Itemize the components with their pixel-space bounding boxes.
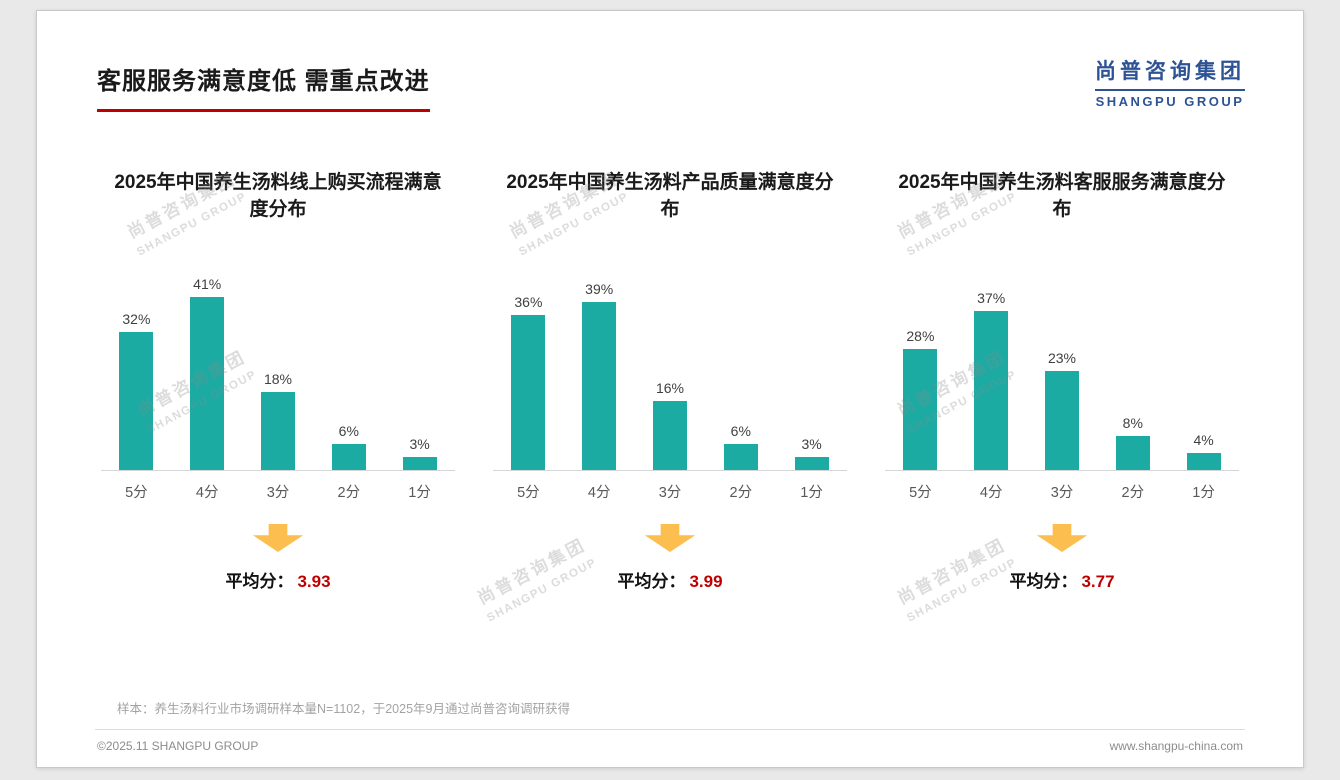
bar-column: 18% (243, 276, 314, 470)
slide: 尚普咨询集团 SHANGPU GROUP 尚普咨询集团 SHANGPU GROUP … (36, 10, 1304, 768)
down-arrow-icon (1036, 524, 1088, 552)
bar-value-label: 18% (263, 371, 292, 388)
arrow-wrap (487, 524, 853, 557)
bar-plot: 36% 39% 16% 6% 3% 5分 4分 3分 2分 1分 (487, 276, 853, 502)
chart-title: 2025年中国养生汤料客服服务满意度分布 (898, 172, 1226, 220)
bar (1044, 370, 1079, 470)
bar (1186, 452, 1221, 470)
average-score: 平均分： 3.99 (487, 567, 853, 592)
bar-column: 6% (313, 276, 384, 470)
bar (723, 444, 758, 470)
chart-product-quality-satisfaction: 2025年中国养生汤料产品质量满意度分布 36% 39% 16% 6% 3% 5分 4分 3分… (487, 170, 853, 592)
down-arrow-icon (644, 524, 696, 552)
category-label: 1分 (408, 485, 431, 501)
bar-value-label: 8% (1122, 414, 1143, 431)
chart-online-purchase-satisfaction: 2025年中国养生汤料线上购买流程满意度分布 32% 41% 18% 6% 3% 5分 4分… (95, 170, 461, 592)
bar-column: 32% (101, 276, 172, 470)
website-text: www.shangpu-china.com (1109, 739, 1243, 753)
charts-row: 2025年中国养生汤料线上购买流程满意度分布 32% 41% 18% 6% 3% 5分 4分… (95, 170, 1245, 592)
arrow-wrap (879, 524, 1245, 557)
category-label: 2分 (337, 485, 361, 501)
average-score: 平均分： 3.77 (879, 567, 1245, 592)
bar-column: 16% (635, 276, 706, 470)
bar-column: 36% (493, 276, 564, 470)
bar-value-label: 37% (977, 289, 1006, 306)
footer: 样本：养生汤料行业市场调研样本量N=1102，于2025年9月通过尚普咨询调研获… (95, 698, 1245, 753)
bar-column: 37% (956, 276, 1027, 470)
category-label: 4分 (195, 485, 219, 501)
footer-row: ©2025.11 SHANGPU GROUP www.shangpu-china… (95, 730, 1245, 753)
bar-column: 3% (776, 276, 847, 470)
bar-value-label: 28% (906, 328, 935, 345)
bar-column: 4% (1168, 276, 1239, 470)
bar (119, 332, 154, 470)
category-label: 1分 (800, 485, 823, 501)
chart-title: 2025年中国养生汤料线上购买流程满意度分布 (114, 172, 442, 220)
average-label: 平均分： (1009, 572, 1078, 591)
bar-column: 39% (564, 276, 635, 470)
bar-column: 41% (172, 276, 243, 470)
average-value: 3.77 (1081, 572, 1115, 591)
copyright-text: ©2025.11 SHANGPU GROUP (97, 739, 259, 753)
category-label: 5分 (909, 485, 932, 501)
bar-plot: 32% 41% 18% 6% 3% 5分 4分 3分 2分 1分 (95, 276, 461, 502)
bar-value-label: 39% (585, 280, 614, 297)
bar-value-label: 3% (409, 436, 430, 453)
bar-column: 8% (1097, 276, 1168, 470)
bar (260, 392, 295, 470)
bar-value-label: 6% (338, 423, 359, 440)
average-score: 平均分： 3.93 (95, 567, 461, 592)
bar-value-label: 6% (730, 423, 751, 440)
header: 客服服务满意度低 需重点改进 尚普咨询集团 SHANGPU GROUP (95, 60, 1245, 112)
category-label: 2分 (729, 485, 753, 501)
bar-plot: 28% 37% 23% 8% 4% 5分 4分 3分 2分 1分 (879, 276, 1245, 502)
down-arrow-icon (252, 524, 304, 552)
bar-column: 6% (705, 276, 776, 470)
arrow-wrap (95, 524, 461, 557)
bar-value-label: 23% (1047, 349, 1076, 366)
footer-divider (95, 729, 1245, 730)
category-label: 2分 (1121, 485, 1145, 501)
bar-value-label: 16% (655, 380, 684, 397)
bar (331, 444, 366, 470)
bar (582, 301, 617, 470)
shangpu-logo: 尚普咨询集团 SHANGPU GROUP (1095, 55, 1245, 109)
category-label: 5分 (125, 485, 148, 501)
category-label: 5分 (517, 485, 540, 501)
average-label: 平均分： (225, 572, 294, 591)
chart-title: 2025年中国养生汤料产品质量满意度分布 (506, 172, 834, 220)
bar (974, 310, 1009, 470)
bar (190, 297, 225, 470)
average-label: 平均分： (617, 572, 686, 591)
logo-en-text: SHANGPU GROUP (1095, 94, 1245, 109)
chart-customer-service-satisfaction: 2025年中国养生汤料客服服务满意度分布 28% 37% 23% 8% 4% 5分 4分 3分… (879, 170, 1245, 592)
category-label: 3分 (1050, 485, 1074, 501)
category-label: 3分 (658, 485, 682, 501)
bar (794, 457, 829, 470)
bar-column: 23% (1027, 276, 1098, 470)
bar (652, 401, 687, 470)
bar-value-label: 36% (514, 293, 543, 310)
page-title: 客服服务满意度低 需重点改进 (97, 61, 430, 112)
sample-footnote: 样本：养生汤料行业市场调研样本量N=1102，于2025年9月通过尚普咨询调研获… (117, 702, 570, 716)
bar-column: 28% (885, 276, 956, 470)
average-value: 3.99 (689, 572, 723, 591)
category-label: 4分 (979, 485, 1003, 501)
bar-column: 3% (384, 276, 455, 470)
bar-value-label: 41% (193, 276, 222, 292)
bar-value-label: 3% (801, 436, 822, 453)
bar-value-label: 4% (1193, 431, 1214, 448)
logo-cn-text: 尚普咨询集团 (1095, 55, 1245, 91)
bar (511, 314, 546, 470)
category-label: 4分 (587, 485, 611, 501)
average-value: 3.93 (297, 572, 331, 591)
category-label: 1分 (1192, 485, 1215, 501)
bar-value-label: 32% (122, 311, 151, 328)
bar (402, 457, 437, 470)
bar (903, 349, 938, 470)
category-label: 3分 (266, 485, 290, 501)
bar (1115, 435, 1150, 470)
